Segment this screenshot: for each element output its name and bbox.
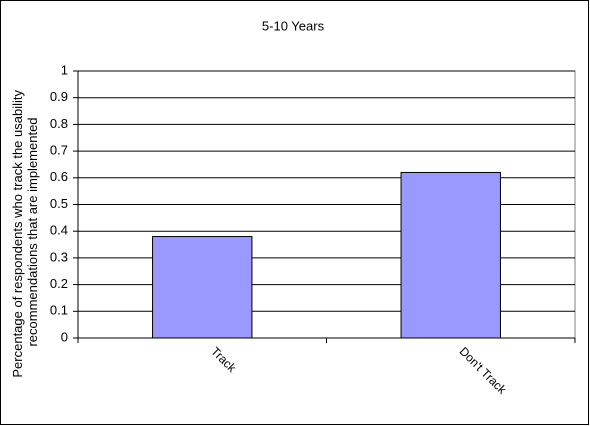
y-tick-label: 0.5 xyxy=(50,196,68,211)
y-tick-label: 0.9 xyxy=(50,89,68,104)
y-tick-label: 0.6 xyxy=(50,169,68,184)
y-tick-label: 1 xyxy=(61,62,68,77)
y-axis-title: Percentage of respondents who track the … xyxy=(10,86,40,377)
y-tick-label: 0 xyxy=(61,329,68,344)
y-tick-label: 0.1 xyxy=(50,303,68,318)
bar xyxy=(400,171,501,339)
bar xyxy=(152,236,253,339)
y-axis-title-line: Percentage of respondents who track the … xyxy=(10,90,25,378)
y-tick-label: 0.8 xyxy=(50,116,68,131)
y-axis-title-line: recommendations that are implemented xyxy=(25,117,40,346)
y-tick-label: 0.7 xyxy=(50,143,68,158)
chart-title: 5-10 Years xyxy=(262,18,325,33)
y-tick-label: 0.3 xyxy=(50,249,68,264)
y-tick-label: 0.2 xyxy=(50,276,68,291)
y-tick-label: 0.4 xyxy=(50,223,68,238)
